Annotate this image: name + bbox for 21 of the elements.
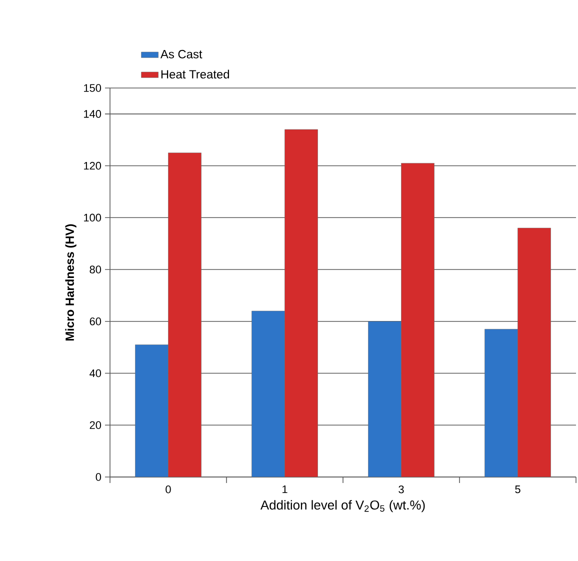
- y-tick-label: 0: [96, 473, 102, 481]
- x-tick-label: 3: [398, 486, 404, 494]
- y-tick-label: 140: [84, 110, 102, 118]
- x-tick-label: 0: [166, 486, 171, 494]
- y-tick-label: 40: [90, 369, 102, 378]
- bar: [135, 344, 168, 477]
- y-tick-label: 120: [84, 162, 102, 170]
- y-tick-label: 100: [84, 214, 102, 222]
- y-tick-label: 60: [90, 318, 102, 326]
- x-axis-title: Addition level of V$_{2}$O$_{5}$ (wt.%): [260, 500, 425, 512]
- legend-label: Heat Treated: [161, 70, 230, 79]
- y-tick-label: 20: [90, 421, 102, 429]
- y-axis-title: Micro Hardness (HV): [65, 224, 76, 340]
- y-tick-label: 150: [84, 84, 102, 92]
- y-tick-label: 80: [90, 266, 102, 274]
- bar: [252, 310, 285, 477]
- bar: [368, 321, 402, 477]
- legend-label: As Cast: [160, 50, 202, 58]
- x-tick-label: 1: [282, 486, 288, 494]
- x-tick-label: 5: [515, 486, 520, 494]
- bar: [484, 329, 518, 477]
